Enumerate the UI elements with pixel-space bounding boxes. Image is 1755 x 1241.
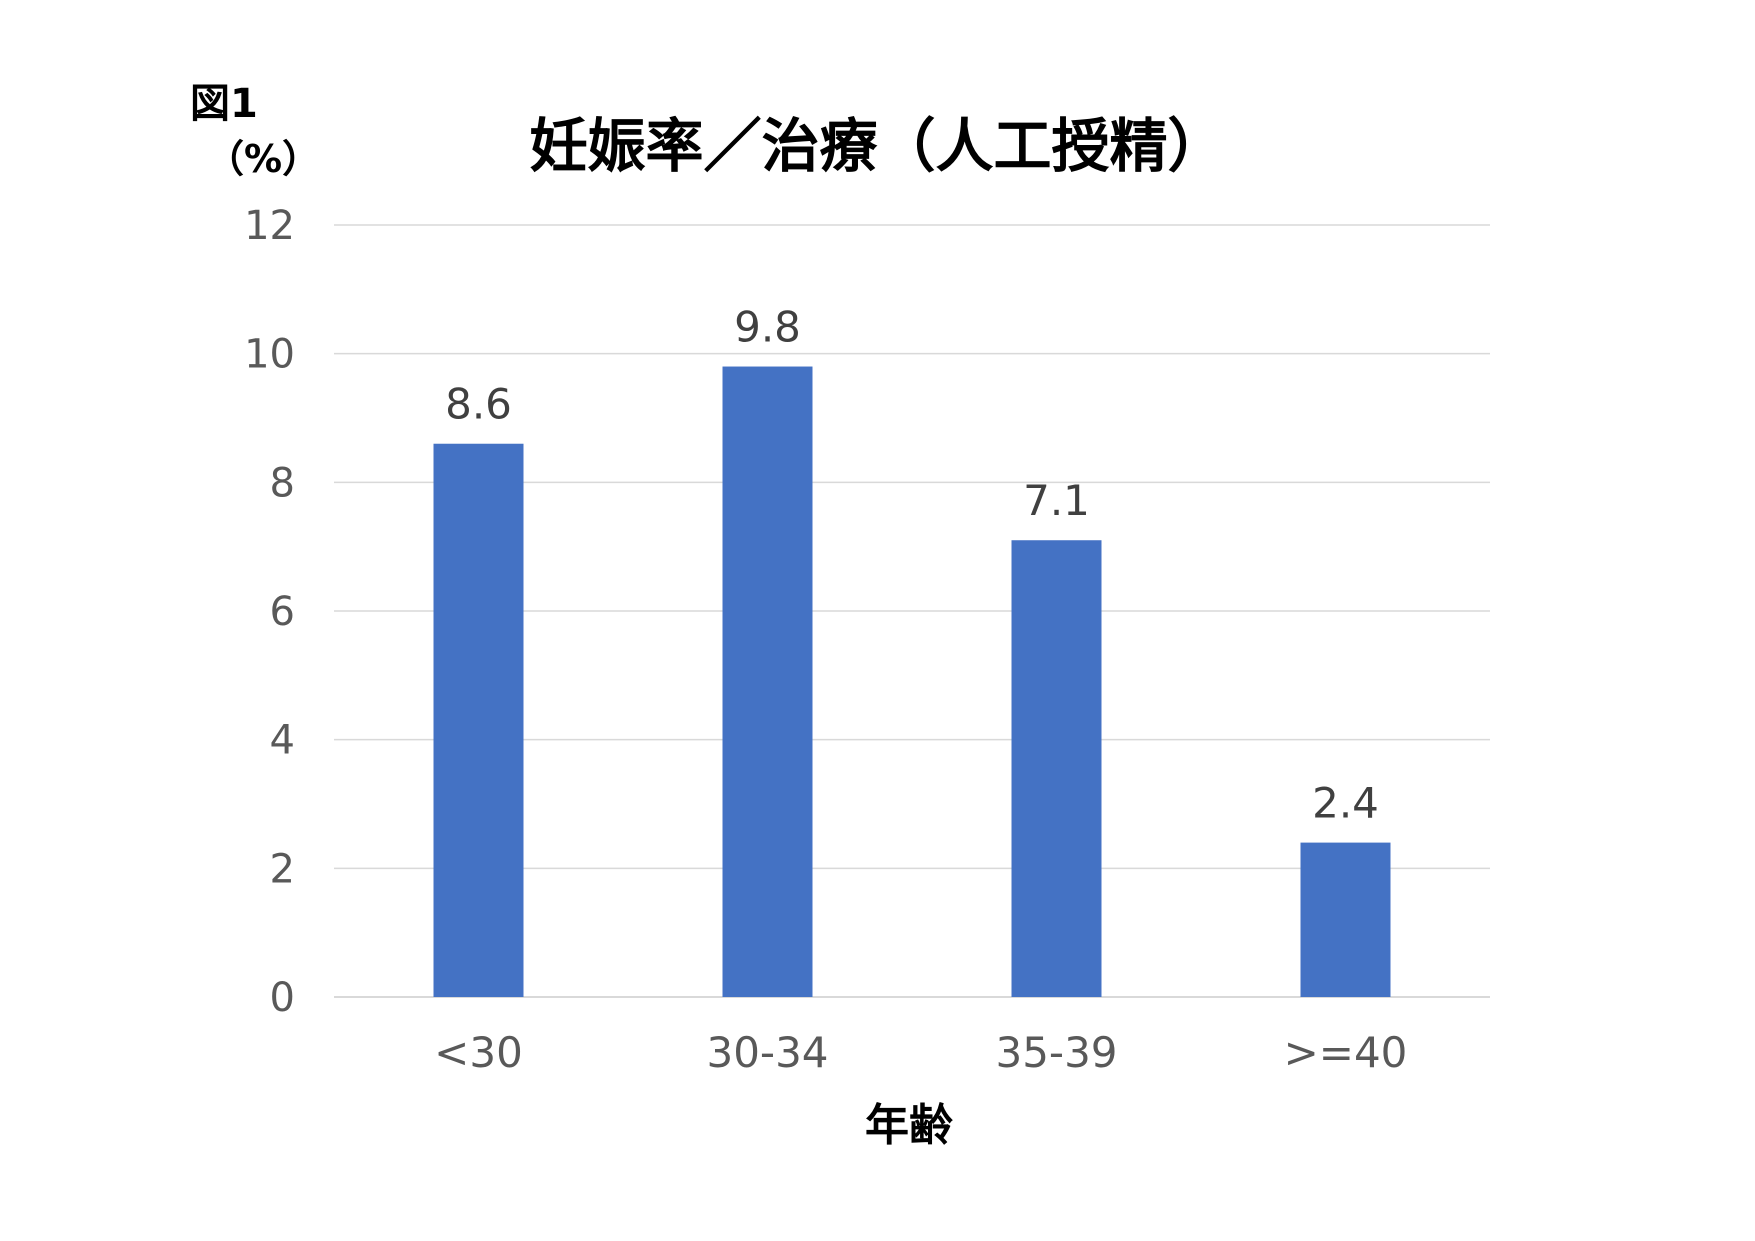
bar: [722, 366, 813, 997]
data-label: 9.8: [734, 303, 801, 352]
bar: [1011, 540, 1102, 997]
x-axis-ticks: <30 30-34 35-39 >=40: [434, 1028, 1407, 1077]
x-axis-title: 年齢: [865, 1100, 953, 1151]
bars: [433, 366, 1391, 997]
x-tick-label: <30: [434, 1028, 523, 1077]
gridlines: [334, 224, 1490, 998]
data-label: 8.6: [445, 380, 512, 429]
data-labels: 8.6 9.8 7.1 2.4: [445, 303, 1379, 828]
x-tick-label: 30-34: [706, 1028, 828, 1077]
y-axis-ticks: 0 2 4 6 8 10 12: [244, 203, 295, 1021]
y-tick-label: 0: [270, 975, 295, 1021]
y-tick-label: 4: [270, 718, 295, 764]
data-label: 2.4: [1312, 779, 1379, 828]
figure-label: 図1: [190, 81, 258, 127]
y-tick-label: 10: [244, 332, 295, 378]
bar: [1300, 842, 1391, 997]
y-axis-unit-label: （%）: [206, 137, 321, 181]
x-tick-label: >=40: [1284, 1028, 1408, 1077]
bar: [433, 443, 524, 997]
y-tick-label: 8: [270, 460, 295, 506]
data-label: 7.1: [1023, 476, 1090, 525]
y-tick-label: 12: [244, 203, 295, 249]
y-tick-label: 6: [270, 589, 295, 635]
y-tick-label: 2: [270, 846, 295, 892]
x-tick-label: 35-39: [995, 1028, 1117, 1077]
chart-title: 妊娠率／治療（人工授精）: [529, 112, 1226, 180]
